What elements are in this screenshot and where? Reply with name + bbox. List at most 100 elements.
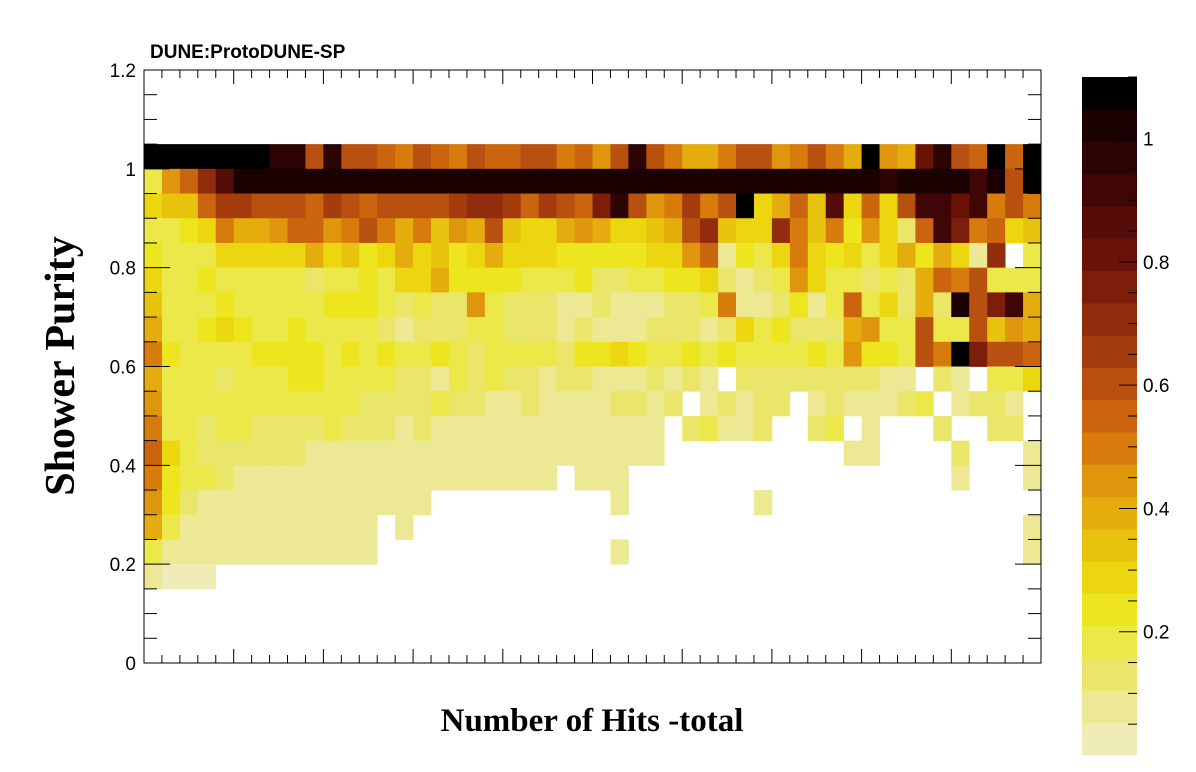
heatmap-cell [233,514,253,540]
heatmap-cell [628,242,647,269]
heatmap-cell [610,267,629,293]
heatmap-cell [897,168,916,194]
colorbar [1082,77,1137,756]
heatmap-cell [466,144,486,170]
heatmap-cell [682,341,701,367]
heatmap-cell [431,292,450,318]
heatmap-cell [718,317,737,343]
heatmap-cell [753,490,773,516]
heatmap-cell [951,341,970,367]
heatmap-cell [413,168,432,194]
heatmap-cell [933,267,952,293]
heatmap-cell [466,465,486,491]
heatmap-cell [341,242,360,269]
heatmap-cell [287,514,306,540]
heatmap-cell [251,539,270,565]
heatmap-cell [466,415,486,442]
heatmap-cell [179,242,199,269]
heatmap-cell [682,242,701,269]
heatmap-cell [431,242,450,269]
heatmap-cell [987,144,1006,170]
heatmap-cell [843,292,862,318]
heatmap-cell [843,218,862,244]
heatmap-cell [323,440,342,466]
heatmap-cell [897,242,916,269]
heatmap-cell [861,415,880,442]
heatmap-cell [466,218,486,244]
heatmap-cell [466,193,486,219]
heatmap-cell [179,415,199,442]
y-tick-label: 0.4 [110,456,137,477]
heatmap-cell [987,415,1006,442]
heatmap-cell [897,341,916,367]
heatmap-cell [969,168,988,194]
heatmap-cell [879,168,898,194]
heatmap-cell [323,366,342,392]
heatmap-cell [933,218,952,244]
heatmap-cell [915,242,934,269]
heatmap-cell [341,317,360,343]
heatmap-cell [144,144,163,170]
heatmap-cell [251,144,270,170]
heatmap-cell [700,168,719,194]
heatmap-cell [520,317,540,343]
heatmap-cell [305,144,324,170]
heatmap-cell [502,366,522,392]
heatmap-cell [179,168,199,194]
heatmap-cells [144,144,1042,590]
heatmap-cell [197,391,217,417]
heatmap-cell [484,242,504,269]
heatmap-cell [341,144,360,170]
heatmap-cell [807,341,827,367]
heatmap-cell [879,193,898,219]
heatmap-cell [556,341,575,367]
heatmap-cell [269,168,288,194]
heatmap-cell [538,168,558,194]
heatmap-cell [1023,366,1042,392]
heatmap-cell [915,193,934,219]
heatmap-cell [664,242,683,269]
heatmap-cell [305,218,324,244]
heatmap-cell [161,292,181,318]
heatmap-cell [323,391,342,417]
heatmap-cell [718,267,737,293]
heatmap-cell [287,415,306,442]
heatmap-cell [646,391,665,417]
heatmap-cell [771,218,791,244]
heatmap-cell [736,218,755,244]
heatmap-cell [305,292,324,318]
heatmap-cell [1005,168,1024,194]
heatmap-cell [700,267,719,293]
heatmap-cell [377,292,396,318]
heatmap-cell [215,242,235,269]
heatmap-cell [269,490,288,516]
heatmap-cell [933,144,952,170]
heatmap-cell [538,267,558,293]
heatmap-cell [753,242,773,269]
heatmap-cell [484,144,504,170]
heatmap-cell [646,440,665,466]
heatmap-cell [718,292,737,318]
heatmap-cell [592,242,611,269]
heatmap-cell [574,440,593,466]
heatmap-cell [287,366,306,392]
heatmap-cell [269,514,288,540]
heatmap-cell [251,267,270,293]
heatmap-cell [520,440,540,466]
heatmap-cell [592,267,611,293]
heatmap-cell [861,317,880,343]
heatmap-cell [646,168,665,194]
heatmap-cell [305,415,324,442]
heatmap-cell [305,168,324,194]
heatmap-cell [897,317,916,343]
heatmap-cell [861,391,880,417]
heatmap-cell [448,218,468,244]
heatmap-cell [323,514,342,540]
heatmap-cell [502,292,522,318]
heatmap-cell [933,242,952,269]
colorbar-segment [1082,722,1137,756]
heatmap-cell [825,168,845,194]
heatmap-cell [161,168,181,194]
heatmap-cell [413,391,432,417]
heatmap-cell [1023,465,1042,491]
